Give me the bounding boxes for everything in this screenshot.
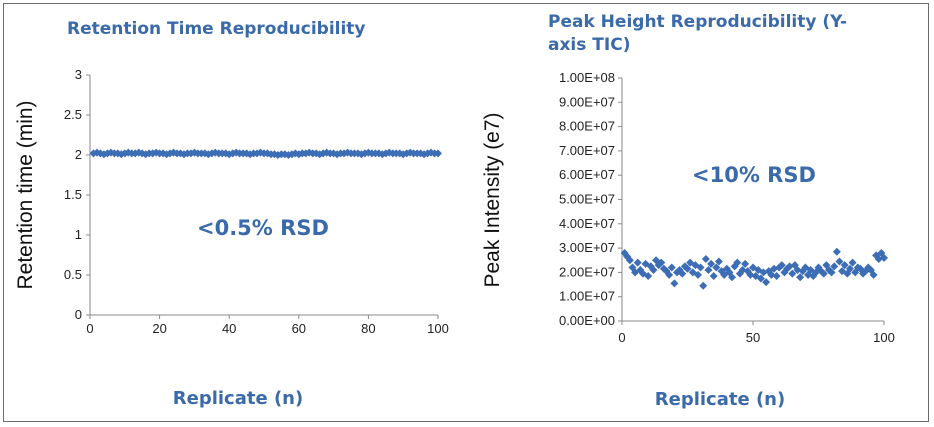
chart2-data-point [704, 265, 713, 274]
chart1-y-axis-label: Retention time (min) [14, 100, 37, 289]
chart2-data-point [709, 272, 718, 281]
chart2-data-point [714, 257, 723, 266]
chart2-data-point [644, 272, 653, 281]
chart2-y-tick-label: 4.00E+07 [559, 216, 615, 231]
chart2-x-axis-label: Replicate (n) [654, 389, 786, 410]
chart2-y-tick-label: 9.00E+07 [559, 94, 615, 109]
chart2-data-point [678, 269, 687, 278]
chart1-annotation: <0.5% RSD [197, 216, 329, 240]
chart2-y-tick-label: 5.00E+07 [559, 192, 615, 207]
chart1-y-tick-label: 2.5 [64, 107, 82, 122]
charts-canvas: 0 0.5 1 1.5 2 2.5 3 0 20 40 60 80 100 Retention time … [14, 67, 895, 345]
chart2-data-point [827, 268, 836, 277]
chart2-data-point [759, 268, 768, 277]
chart1-y-tick-label: 0.5 [64, 267, 82, 282]
chart2-data-point [696, 263, 705, 272]
chart2-title-line1: Peak Height Reproducibility (Y- [548, 12, 848, 32]
chart2-data-point [772, 272, 781, 281]
chart2-data-point [633, 258, 642, 267]
chart2-data-point [769, 264, 778, 273]
chart2-data-point [785, 262, 794, 271]
chart1-x-axis-label: Replicate (n) [172, 388, 304, 409]
chart1-y-tick-label: 2 [75, 147, 82, 162]
chart2-data-point [665, 270, 674, 279]
chart1-data-point [434, 149, 442, 158]
chart2-data-point [845, 264, 854, 273]
chart1-y-tick-label: 0 [75, 307, 82, 322]
chart2-y-tick-label: 2.00E+07 [559, 264, 615, 279]
chart2-y-tick-label: 1.00E+08 [559, 70, 615, 85]
chart2-y-tick-label: 7.00E+07 [559, 143, 615, 158]
chart1-data-point [253, 149, 262, 158]
chart2-data-point [756, 274, 765, 283]
chart2-data-point [728, 273, 737, 282]
chart2-data-point [796, 273, 805, 282]
chart2-data-point [869, 270, 878, 279]
chart1-y-tick-label: 1.5 [64, 187, 82, 202]
chart2-data-point [819, 269, 828, 278]
chart2-data-point [777, 261, 786, 270]
chart2-x-tick-label: 100 [873, 330, 895, 345]
chart2-data-point [738, 265, 747, 274]
chart1-x-tick-label: 0 [86, 321, 93, 336]
chart1-x-tick-label: 100 [427, 321, 449, 336]
chart2-data-point [657, 258, 666, 267]
chart2-data-point [848, 258, 857, 267]
chart2-data-point [762, 278, 771, 287]
chart1-y-tick-label: 3 [75, 67, 82, 82]
chart2-data-point [693, 270, 702, 279]
chart2-data-point [623, 252, 632, 261]
chart2-data-point [767, 270, 776, 279]
chart1-x-tick-label: 60 [292, 321, 306, 336]
chart2-data-point [707, 259, 716, 268]
chart2-data-point [712, 263, 721, 272]
chart2-data-point [625, 256, 634, 265]
chart2-data-point [733, 258, 742, 267]
chart2-data-point [830, 262, 839, 271]
chart2-data-point [788, 269, 797, 278]
chart2-y-tick-label: 1.00E+07 [559, 289, 615, 304]
chart2-data-point [699, 281, 708, 290]
chart2-data-point [649, 265, 658, 274]
chart1-title: Retention Time Reproducibility [67, 19, 366, 39]
chart2-data-point [840, 261, 849, 270]
chart2-x-tick-label: 50 [746, 330, 760, 345]
chart2-data-point [746, 270, 755, 279]
chart2-y-tick-label: 3.00E+07 [559, 240, 615, 255]
chart2-data-point [741, 259, 750, 268]
chart2-data-point [667, 263, 676, 272]
chart2-y-tick-label: 0.00E+00 [559, 313, 615, 328]
chart1-y-tick-label: 1 [75, 227, 82, 242]
chart2-y-tick-label: 8.00E+07 [559, 119, 615, 134]
chart2-data-point [701, 255, 710, 264]
chart2-data-point [683, 264, 692, 273]
chart2-data-point [874, 255, 883, 264]
chart2-data-point [620, 248, 629, 257]
chart2-data-point [877, 248, 886, 257]
chart2-data-point [832, 247, 841, 256]
chart2-x-tick-label: 0 [618, 330, 625, 345]
chart2-data-point [670, 279, 679, 288]
chart1-x-tick-label: 20 [152, 321, 166, 336]
chart2-annotation: <10% RSD [692, 163, 816, 187]
chart2-y-tick-label: 6.00E+07 [559, 167, 615, 182]
chart2-data-point [835, 257, 844, 266]
chart1-x-tick-label: 40 [222, 321, 236, 336]
chart1-x-tick-label: 80 [361, 321, 375, 336]
chart2-title-line2: axis TIC) [548, 35, 631, 55]
chart2-data-point [880, 253, 888, 262]
figure-frame: 0 0.5 1 1.5 2 2.5 3 0 20 40 60 80 100 Retention time … [3, 3, 929, 422]
chart2-y-axis-label: Peak Intensity (e7) [481, 112, 504, 287]
chart2-data-point [793, 265, 802, 274]
